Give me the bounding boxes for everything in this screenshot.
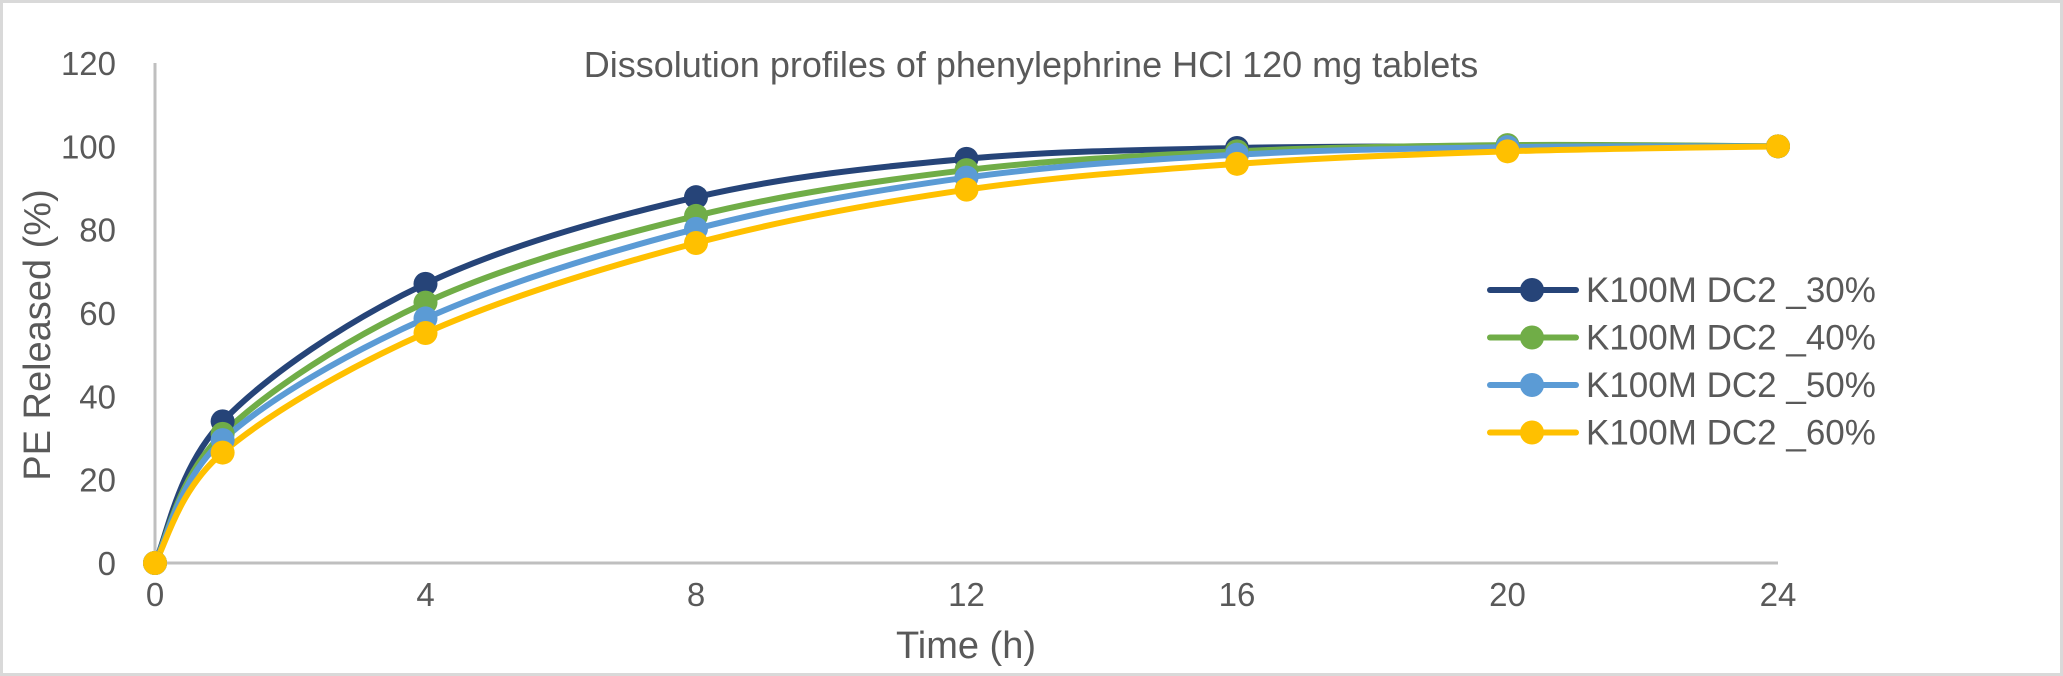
x-tick-label: 8 xyxy=(687,576,705,613)
series-lines xyxy=(152,141,1781,566)
y-tick-label: 60 xyxy=(79,295,116,332)
chart-title: Dissolution profiles of phenylephrine HC… xyxy=(584,44,1478,85)
data-point-s4-t12 xyxy=(954,177,979,202)
series-markers xyxy=(143,133,1790,575)
y-tick-label: 100 xyxy=(61,128,116,165)
legend-label: K100M DC2 _50% xyxy=(1586,366,1876,405)
legend: K100M DC2 _30% K100M DC2 _40% K100M DC2 _5… xyxy=(1487,271,1876,453)
legend-item: K100M DC2 _30% xyxy=(1487,271,1876,310)
axes: 0 20 40 60 80 100 120 0 4 8 12 16 20 24 xyxy=(61,45,1796,613)
legend-item: K100M DC2 _50% xyxy=(1487,366,1876,405)
legend-dot-marker xyxy=(1520,373,1544,397)
data-point-s4-t24 xyxy=(1766,134,1790,159)
data-point-s4-t16 xyxy=(1225,151,1249,176)
data-point-s4-t20 xyxy=(1495,139,1520,164)
y-tick-label: 40 xyxy=(79,378,116,415)
data-point-s1-t4 xyxy=(413,271,438,296)
x-tick-label: 20 xyxy=(1489,576,1526,613)
y-tick-label: 20 xyxy=(79,462,116,499)
series-line-3 xyxy=(152,143,1781,566)
y-axis-title: PE Released (%) xyxy=(17,189,59,480)
x-tick-label: 24 xyxy=(1760,576,1797,613)
series-line-1 xyxy=(152,143,1781,566)
legend-label: K100M DC2 _40% xyxy=(1586,319,1876,358)
legend-dot-marker xyxy=(1520,278,1544,302)
legend-dot-marker xyxy=(1520,325,1544,350)
data-point-s4-t0 xyxy=(143,551,167,575)
series-line-4 xyxy=(152,143,1781,566)
legend-dot-marker xyxy=(1520,420,1544,445)
data-point-s4-t8 xyxy=(684,231,708,255)
y-tick-label: 0 xyxy=(98,545,116,582)
series-line-2 xyxy=(152,141,1781,566)
y-tick-label: 80 xyxy=(79,212,116,249)
x-tick-label: 12 xyxy=(948,576,985,613)
y-tick-label: 120 xyxy=(61,45,116,82)
data-point-s1-t8 xyxy=(684,185,708,210)
x-axis-title: Time (h) xyxy=(896,625,1036,667)
data-point-s4-t1 xyxy=(210,440,235,465)
legend-item: K100M DC2 _60% xyxy=(1487,414,1876,453)
legend-item: K100M DC2 _40% xyxy=(1487,319,1876,358)
x-tick-label: 0 xyxy=(146,576,164,613)
x-tick-label: 16 xyxy=(1219,576,1256,613)
data-point-s4-t4 xyxy=(413,321,438,345)
legend-label: K100M DC2 _30% xyxy=(1586,271,1876,310)
legend-label: K100M DC2 _60% xyxy=(1586,414,1876,453)
x-tick-label: 4 xyxy=(416,576,434,613)
